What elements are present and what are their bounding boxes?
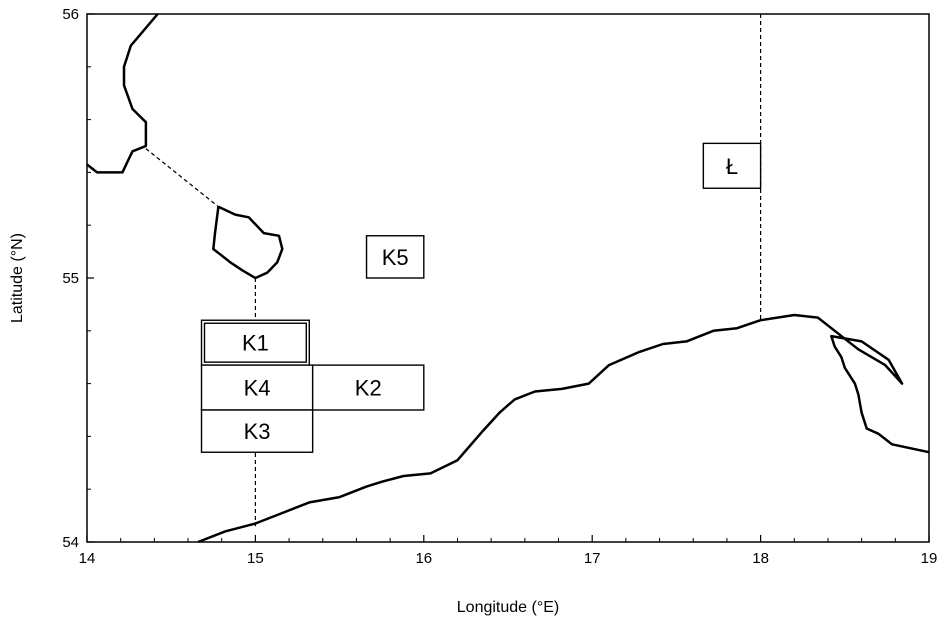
map-frame <box>86 13 930 543</box>
dash-sweden-bornholm <box>145 148 219 208</box>
region-k4: K4 <box>200 364 314 411</box>
region-box <box>200 409 314 453</box>
ticks-layer: 14 15 16 17 18 19 54 55 56 <box>62 6 937 567</box>
x-tick-label: 17 <box>584 550 601 567</box>
x-tick-label: 14 <box>79 550 96 567</box>
region-label: K5 <box>382 245 409 270</box>
region-box-inner <box>203 322 307 363</box>
region-label: K4 <box>244 376 271 401</box>
x-tick-label: 16 <box>415 550 432 567</box>
x-tick-label: 18 <box>752 550 769 567</box>
x-tick-label: 15 <box>247 550 264 567</box>
region-k2: K2 <box>311 364 425 411</box>
y-tick-label: 54 <box>62 534 79 551</box>
y-axis-label: Latitude (°N) <box>9 233 26 323</box>
region-label: K3 <box>244 419 271 444</box>
region-k5: K5 <box>365 235 425 279</box>
y-tick-label: 55 <box>62 270 79 287</box>
x-tick-label: 19 <box>921 550 938 567</box>
region-k1: K1 <box>200 319 310 366</box>
region-label: K2 <box>355 376 382 401</box>
x-axis-label: Longitude (°E) <box>457 599 559 616</box>
region-box <box>365 235 425 279</box>
region-label: K1 <box>242 331 269 356</box>
regions-layer: K1 K4 K2 K3 K5 Ł <box>200 142 762 453</box>
coast-bornholm <box>212 205 284 280</box>
y-tick-label: 56 <box>62 6 79 23</box>
coast-south <box>197 313 930 544</box>
map-lines-layer <box>86 13 930 544</box>
region-box <box>311 364 425 411</box>
region-label: Ł <box>726 154 738 179</box>
coast-north <box>86 13 159 174</box>
region-box <box>702 142 762 189</box>
region-k3: K3 <box>200 409 314 453</box>
region-l: Ł <box>702 142 762 189</box>
region-box <box>200 319 310 366</box>
